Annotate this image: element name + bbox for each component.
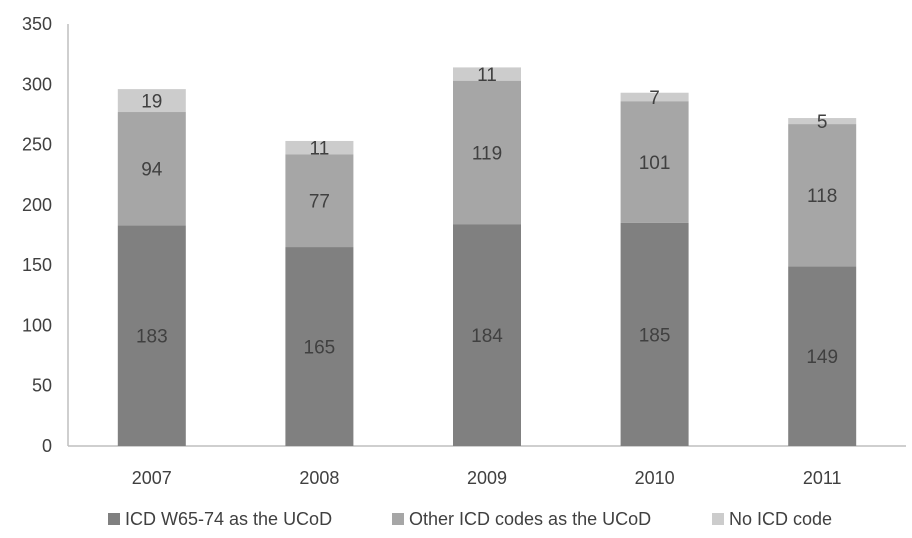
x-tick-label: 2009 [467,468,507,488]
data-label: 7 [649,88,660,109]
data-label: 118 [807,186,837,207]
x-tick-label: 2007 [132,468,172,488]
legend-label: No ICD code [729,509,832,529]
y-tick-label: 100 [22,315,52,335]
bar-segment [620,92,689,102]
data-label: 77 [309,192,330,213]
y-tick-label: 350 [22,14,52,34]
bar-segment [285,247,354,446]
data-label: 101 [639,153,671,174]
y-tick-label: 150 [22,255,52,275]
y-tick-label: 250 [22,135,52,155]
y-tick-label: 300 [22,74,52,94]
y-axis: 0 50 100 150 200 250 300 350 [22,14,69,456]
data-label: 183 [136,327,168,348]
bar-segment [453,224,521,446]
legend-swatch [712,513,724,525]
legend: ICD W65-74 as the UCoD Other ICD codes as… [108,509,832,529]
legend-label: Other ICD codes as the UCoD [409,509,651,529]
legend-swatch [108,513,120,525]
data-label: 11 [310,139,330,160]
bar-segment [453,80,521,225]
data-label: 5 [817,112,828,133]
bar-segment [285,140,354,155]
bar-segment [285,154,354,248]
bar-segment [620,101,689,223]
data-label: 185 [639,325,671,346]
bars [117,67,857,446]
data-label: 165 [304,338,336,359]
bar-segment [117,112,186,226]
y-tick-label: 0 [42,436,52,456]
bar-segment [117,225,186,446]
data-label: 119 [472,143,502,164]
bar-segment [453,67,521,81]
x-axis: 2007 2008 2009 2010 2011 [68,445,906,488]
data-label: 11 [477,65,497,86]
bar-segment [117,89,186,113]
y-tick-label: 50 [32,376,52,396]
data-label: 19 [141,92,162,113]
bar-segment [788,124,857,267]
data-label: 149 [806,347,838,368]
x-tick-label: 2010 [635,468,675,488]
legend-swatch [392,513,404,525]
bar-segment [620,222,689,446]
bar-segment [788,118,857,125]
x-tick-label: 2011 [803,468,842,488]
bar-segment [788,266,857,446]
data-label: 94 [141,160,163,181]
data-label: 184 [471,326,503,347]
legend-label: ICD W65-74 as the UCoD [125,509,332,529]
x-tick-label: 2008 [299,468,339,488]
y-tick-label: 200 [22,195,52,215]
data-labels: 183 94 19 165 77 11 184 119 11 185 101 7 149 118 5 [136,65,838,368]
